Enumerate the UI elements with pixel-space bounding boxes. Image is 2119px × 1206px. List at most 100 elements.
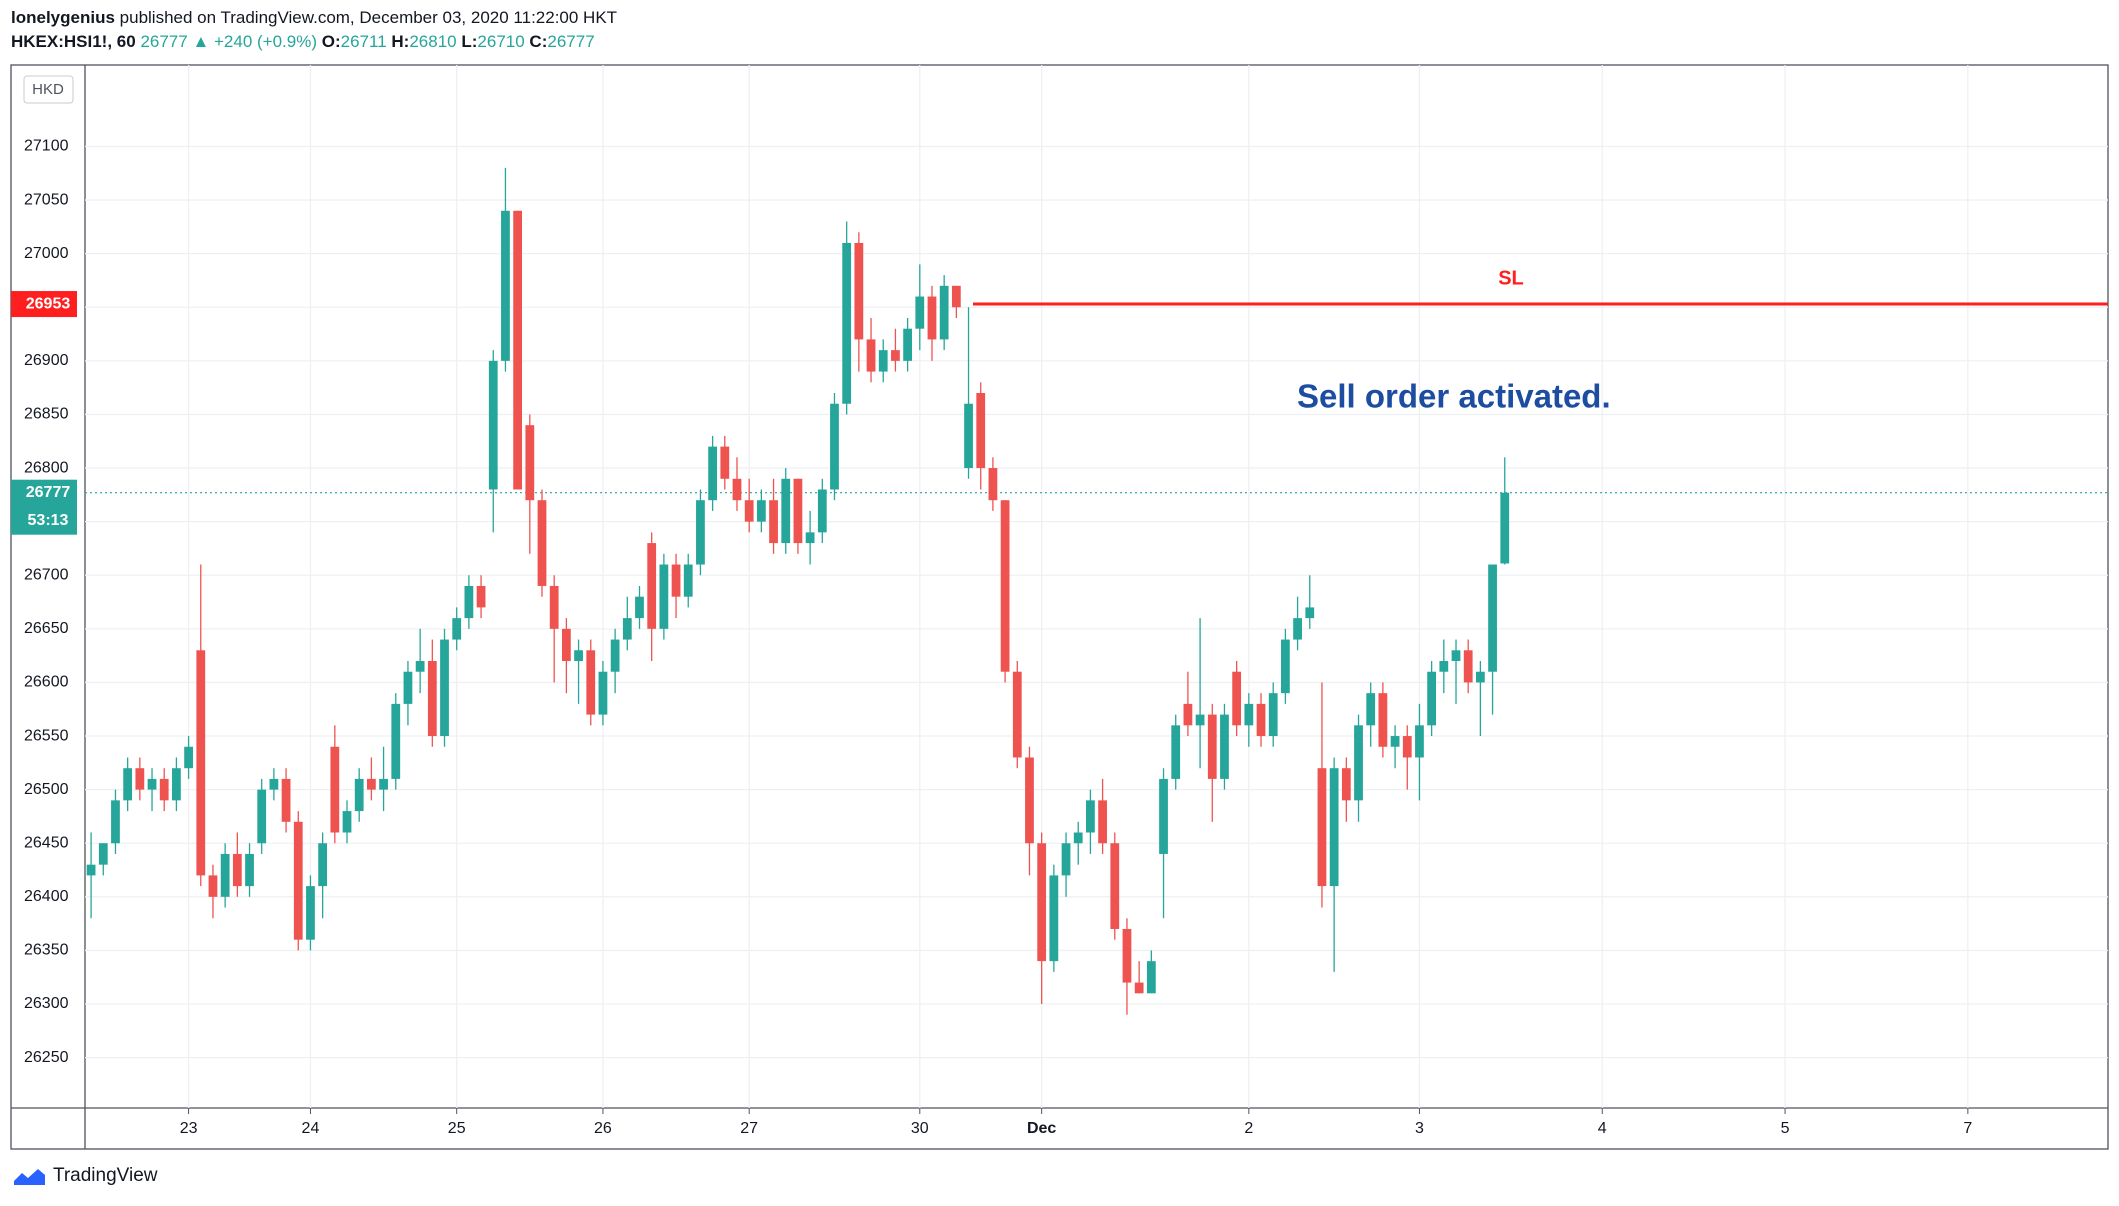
candle-body: [488, 360, 498, 490]
sl-label: SL: [1498, 267, 1524, 289]
candle-body: [659, 564, 669, 629]
candle-body: [1207, 714, 1217, 779]
y-tick-label: 26650: [24, 620, 69, 637]
candle-body: [1171, 725, 1181, 779]
candle-body: [135, 768, 145, 790]
y-tick-label: 26900: [24, 352, 69, 369]
candle-body: [647, 543, 657, 629]
footer: TradingView: [12, 1165, 158, 1187]
y-tick-label: 26400: [24, 888, 69, 905]
candle-body: [1220, 714, 1229, 779]
candle-body: [1354, 725, 1363, 801]
candle-body: [1037, 843, 1047, 962]
sl-price-tag: [11, 291, 77, 318]
currency-box: [23, 75, 74, 104]
y-tick-label: 26850: [24, 406, 69, 423]
x-tick-label: 23: [180, 1120, 198, 1137]
symbol: HKEX:HSI1!, 60: [11, 32, 136, 51]
x-tick-label: 4: [1598, 1120, 1607, 1137]
x-tick-label: 30: [911, 1120, 929, 1137]
candle-body: [1268, 693, 1278, 737]
candle-body: [610, 639, 620, 672]
candle-body: [1073, 832, 1083, 844]
y-tick-label: 27000: [24, 245, 69, 262]
candle-body: [1146, 961, 1156, 994]
y-tick-label: 27050: [24, 191, 69, 208]
candle-body: [854, 242, 864, 340]
candle-body: [1463, 650, 1473, 683]
candle-body: [86, 864, 96, 876]
candle-body: [293, 821, 303, 940]
brand: TradingView: [52, 1165, 158, 1187]
y-tick-label: 26250: [24, 1049, 69, 1066]
ohlc-label: O:: [321, 32, 341, 51]
candle-body: [391, 703, 401, 779]
candle-body: [1244, 703, 1254, 726]
candle-body: [720, 446, 730, 479]
candle-body: [1000, 500, 1010, 672]
y-tick-label: 26800: [24, 459, 69, 476]
ohlc-label: C:: [529, 32, 548, 51]
ohlc-value: 26710: [477, 32, 525, 51]
candle-body: [354, 778, 364, 812]
candle-body: [696, 500, 705, 565]
candle-body: [708, 446, 718, 501]
candle-body: [915, 296, 925, 329]
candle-body: [220, 853, 230, 897]
candle-body: [817, 489, 827, 533]
change: ▲ +240 (+0.9%): [192, 32, 318, 51]
candle-body: [306, 886, 315, 940]
x-tick-label: 3: [1415, 1120, 1424, 1137]
candle-body: [1134, 982, 1144, 994]
candle-body: [1402, 736, 1412, 758]
candle-body: [281, 778, 291, 822]
ohlc-value: 26810: [409, 32, 457, 51]
candle-body: [1256, 703, 1266, 737]
x-tick-label: Dec: [1027, 1120, 1056, 1137]
x-tick-label: 24: [302, 1120, 320, 1137]
y-tick-label: 27100: [24, 138, 69, 155]
candle-body: [842, 242, 852, 404]
ohlc-value: 26711: [340, 32, 387, 51]
x-tick-label: 27: [740, 1120, 758, 1137]
candle-body: [1415, 725, 1424, 758]
candle-body: [1488, 564, 1497, 672]
candle-body: [525, 425, 535, 501]
candle-body: [318, 843, 328, 887]
last: 26777: [140, 32, 188, 51]
annotation: Sell order activated.: [1297, 378, 1611, 415]
candle-body: [537, 500, 547, 586]
x-tick-label: 26: [594, 1120, 612, 1137]
candle-body: [440, 639, 449, 737]
published: published on TradingView.com, December 0…: [119, 8, 618, 27]
candle-body: [598, 671, 608, 715]
candle-body: [367, 778, 376, 790]
candle-body: [574, 650, 583, 661]
logo: [14, 1169, 45, 1185]
candle-body: [1122, 928, 1132, 983]
candle-body: [781, 478, 791, 544]
candle-body: [208, 875, 218, 897]
y-tick-label: 26450: [24, 834, 69, 851]
candle-body: [184, 746, 193, 769]
candle-body: [1061, 843, 1071, 876]
candle-body: [1500, 492, 1510, 564]
y-tick-label: 26700: [24, 566, 69, 583]
grid: [85, 65, 2108, 1108]
candle-body: [1086, 800, 1095, 833]
ohlc-label: L:: [461, 32, 478, 51]
candle-body: [1293, 618, 1302, 640]
x-tick-label: 5: [1781, 1120, 1790, 1137]
chart: HKD 26250 26300 26350 26400 26450 26500 26550 2…: [10, 64, 2109, 1150]
countdown: 53:13: [28, 512, 69, 529]
candle-body: [769, 500, 778, 544]
candle-body: [427, 661, 437, 737]
candle-body: [159, 778, 169, 801]
candle-body: [1012, 671, 1022, 758]
candle-body: [1317, 768, 1327, 887]
candle-body: [732, 478, 742, 501]
candle-body: [1427, 671, 1437, 726]
y-tick-label: 26500: [24, 781, 69, 798]
candle-body: [513, 210, 523, 490]
candle-body: [939, 285, 949, 340]
